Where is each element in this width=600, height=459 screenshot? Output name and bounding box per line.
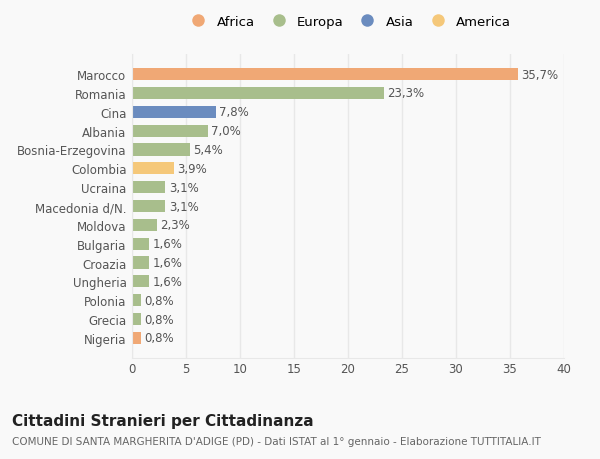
Bar bbox=[132, 201, 166, 213]
Bar bbox=[132, 238, 149, 250]
Bar bbox=[132, 182, 166, 194]
Text: 0,8%: 0,8% bbox=[144, 294, 173, 307]
Text: 0,8%: 0,8% bbox=[144, 332, 173, 345]
Text: 3,1%: 3,1% bbox=[169, 200, 199, 213]
Bar bbox=[132, 69, 518, 81]
Text: COMUNE DI SANTA MARGHERITA D'ADIGE (PD) - Dati ISTAT al 1° gennaio - Elaborazion: COMUNE DI SANTA MARGHERITA D'ADIGE (PD) … bbox=[12, 436, 541, 446]
Bar bbox=[132, 163, 174, 175]
Legend: Africa, Europa, Asia, America: Africa, Europa, Asia, America bbox=[182, 13, 514, 31]
Text: 35,7%: 35,7% bbox=[521, 68, 558, 81]
Text: 1,6%: 1,6% bbox=[152, 257, 182, 269]
Bar bbox=[132, 125, 208, 137]
Bar bbox=[132, 276, 149, 288]
Text: 3,1%: 3,1% bbox=[169, 181, 199, 194]
Bar bbox=[132, 294, 140, 307]
Text: 7,0%: 7,0% bbox=[211, 125, 241, 138]
Text: 23,3%: 23,3% bbox=[387, 87, 424, 100]
Bar bbox=[132, 257, 149, 269]
Text: Cittadini Stranieri per Cittadinanza: Cittadini Stranieri per Cittadinanza bbox=[12, 413, 314, 428]
Bar bbox=[132, 313, 140, 325]
Text: 0,8%: 0,8% bbox=[144, 313, 173, 326]
Bar bbox=[132, 144, 190, 156]
Bar bbox=[132, 219, 157, 231]
Text: 1,6%: 1,6% bbox=[152, 238, 182, 251]
Text: 2,3%: 2,3% bbox=[160, 219, 190, 232]
Text: 1,6%: 1,6% bbox=[152, 275, 182, 288]
Bar bbox=[132, 332, 140, 344]
Bar bbox=[132, 88, 383, 100]
Text: 3,9%: 3,9% bbox=[178, 162, 207, 175]
Bar bbox=[132, 106, 216, 119]
Text: 5,4%: 5,4% bbox=[194, 144, 223, 157]
Text: 7,8%: 7,8% bbox=[220, 106, 249, 119]
